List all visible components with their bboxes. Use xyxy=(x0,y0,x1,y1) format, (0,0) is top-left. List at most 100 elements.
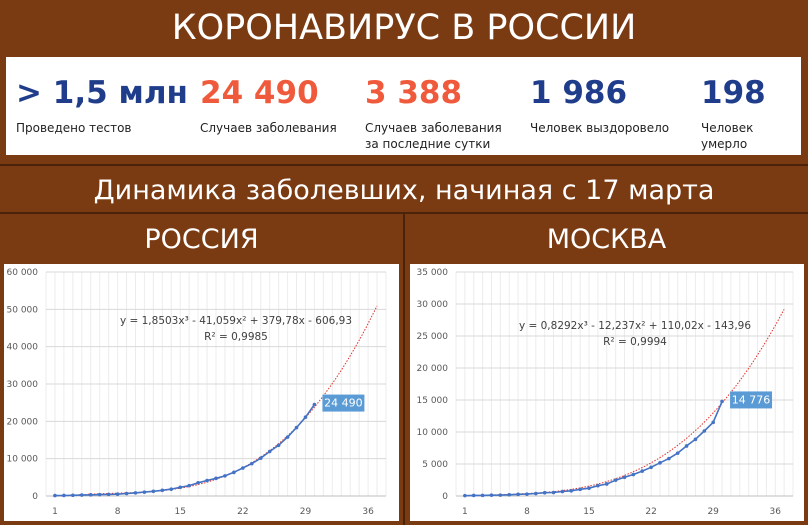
data-point xyxy=(569,488,574,493)
data-point xyxy=(587,486,591,490)
data-point xyxy=(578,487,582,492)
section-subtitle: Динамика заболевших, начиная с 17 марта xyxy=(93,175,715,206)
x-tick-label: 22 xyxy=(237,507,248,517)
data-point xyxy=(214,476,218,481)
data-point xyxy=(249,461,254,466)
data-point xyxy=(178,485,183,490)
data-point xyxy=(62,493,66,498)
data-point xyxy=(267,449,272,454)
x-tick-label: 36 xyxy=(362,507,374,517)
data-point xyxy=(97,492,102,497)
region-title-russia: РОССИЯ xyxy=(144,224,259,255)
section-divider xyxy=(0,164,808,166)
data-point xyxy=(187,483,191,488)
data-point xyxy=(71,493,75,498)
x-tick-label: 1 xyxy=(462,507,468,517)
y-tick-label: 30 000 xyxy=(7,380,39,390)
data-point xyxy=(693,437,698,442)
trendline-equation: y = 1,8503x³ - 41,059x² + 379,78x - 606,… xyxy=(120,315,352,327)
y-tick-label: 35 000 xyxy=(417,268,449,278)
y-tick-label: 10 000 xyxy=(417,428,449,438)
data-point xyxy=(622,475,627,480)
y-tick-label: 15 000 xyxy=(417,396,449,406)
data-label-box xyxy=(730,391,773,409)
trendline-equation: y = 0,8292x³ - 12,237x² + 110,02x - 143,… xyxy=(519,320,751,332)
data-point xyxy=(649,465,653,470)
data-point xyxy=(507,492,512,497)
y-tick-label: 20 000 xyxy=(417,364,449,374)
data-point xyxy=(312,402,317,407)
x-tick-label: 15 xyxy=(174,507,185,517)
y-tick-label: 10 000 xyxy=(7,455,39,465)
x-tick-label: 29 xyxy=(707,507,719,517)
data-point xyxy=(551,490,556,495)
data-point xyxy=(124,491,129,496)
data-point xyxy=(232,470,236,475)
data-point xyxy=(640,469,645,473)
data-point xyxy=(667,456,671,461)
data-point xyxy=(516,492,520,497)
x-tick-label: 15 xyxy=(583,507,594,517)
data-point xyxy=(613,478,618,482)
data-point xyxy=(133,491,138,495)
region-divider xyxy=(403,214,405,525)
data-point xyxy=(223,474,227,478)
stat-daily-cases-label: Случаев заболевания за последние сутки xyxy=(365,121,502,151)
stat-cases-label: Случаев заболевания xyxy=(200,121,337,135)
data-point xyxy=(498,493,503,497)
y-tick-label: 0 xyxy=(32,492,38,502)
x-tick-label: 1 xyxy=(52,507,58,517)
data-point xyxy=(88,493,93,497)
data-point xyxy=(196,480,200,485)
y-tick-label: 25 000 xyxy=(417,332,449,342)
x-tick-label: 29 xyxy=(300,507,312,517)
x-tick-label: 8 xyxy=(524,507,530,517)
data-point xyxy=(471,493,476,498)
stat-daily-cases-value: 3 388 xyxy=(365,75,463,111)
stats-panel: > 1,5 млн Проведено тестов 24 490 Случае… xyxy=(6,57,801,155)
y-tick-label: 60 000 xyxy=(7,268,39,278)
data-label: 14 776 xyxy=(732,393,771,406)
data-point xyxy=(560,489,565,494)
r-squared: R² = 0,9985 xyxy=(204,331,268,343)
data-point xyxy=(711,420,715,425)
data-point xyxy=(303,415,308,420)
series-line xyxy=(464,401,723,497)
data-point xyxy=(205,478,209,483)
data-point xyxy=(53,493,57,498)
data-point xyxy=(258,456,263,460)
data-point xyxy=(106,492,111,497)
series-line xyxy=(54,404,316,497)
data-point xyxy=(525,492,529,496)
y-tick-label: 30 000 xyxy=(417,300,449,310)
data-point xyxy=(720,399,724,404)
data-point xyxy=(675,451,680,455)
chart-moscow-svg: 0 5 000 10 000 15 000 20 000 25 000 30 000 35 0… xyxy=(417,268,794,517)
stat-tests-label: Проведено тестов xyxy=(16,121,132,135)
y-tick-label: 40 000 xyxy=(7,343,39,353)
data-point xyxy=(241,466,245,470)
y-tick-label: 20 000 xyxy=(7,417,39,427)
data-point xyxy=(142,490,147,494)
data-point xyxy=(463,493,467,498)
chart-moscow: 0 5 000 10 000 15 000 20 000 25 000 30 000 35 0… xyxy=(410,264,804,521)
x-tick-label: 22 xyxy=(645,507,656,517)
stat-recovered-label: Человек выздоровело xyxy=(530,121,670,135)
stat-recovered-value: 1 986 xyxy=(530,75,628,111)
data-point xyxy=(489,493,494,497)
x-tick-label: 8 xyxy=(115,507,121,517)
data-point xyxy=(79,493,84,497)
stat-tests-value: > 1,5 млн xyxy=(16,75,188,111)
data-point xyxy=(151,489,156,494)
data-point xyxy=(294,425,299,430)
data-point xyxy=(534,491,538,496)
data-point xyxy=(542,490,547,495)
section-divider xyxy=(0,212,808,214)
data-point xyxy=(285,435,290,439)
data-point xyxy=(596,483,600,488)
data-point xyxy=(702,429,707,433)
r-squared: R² = 0,9994 xyxy=(603,336,667,348)
data-label: 24 490 xyxy=(324,397,363,410)
stat-cases-value: 24 490 xyxy=(200,75,319,111)
x-tick-label: 36 xyxy=(770,507,782,517)
